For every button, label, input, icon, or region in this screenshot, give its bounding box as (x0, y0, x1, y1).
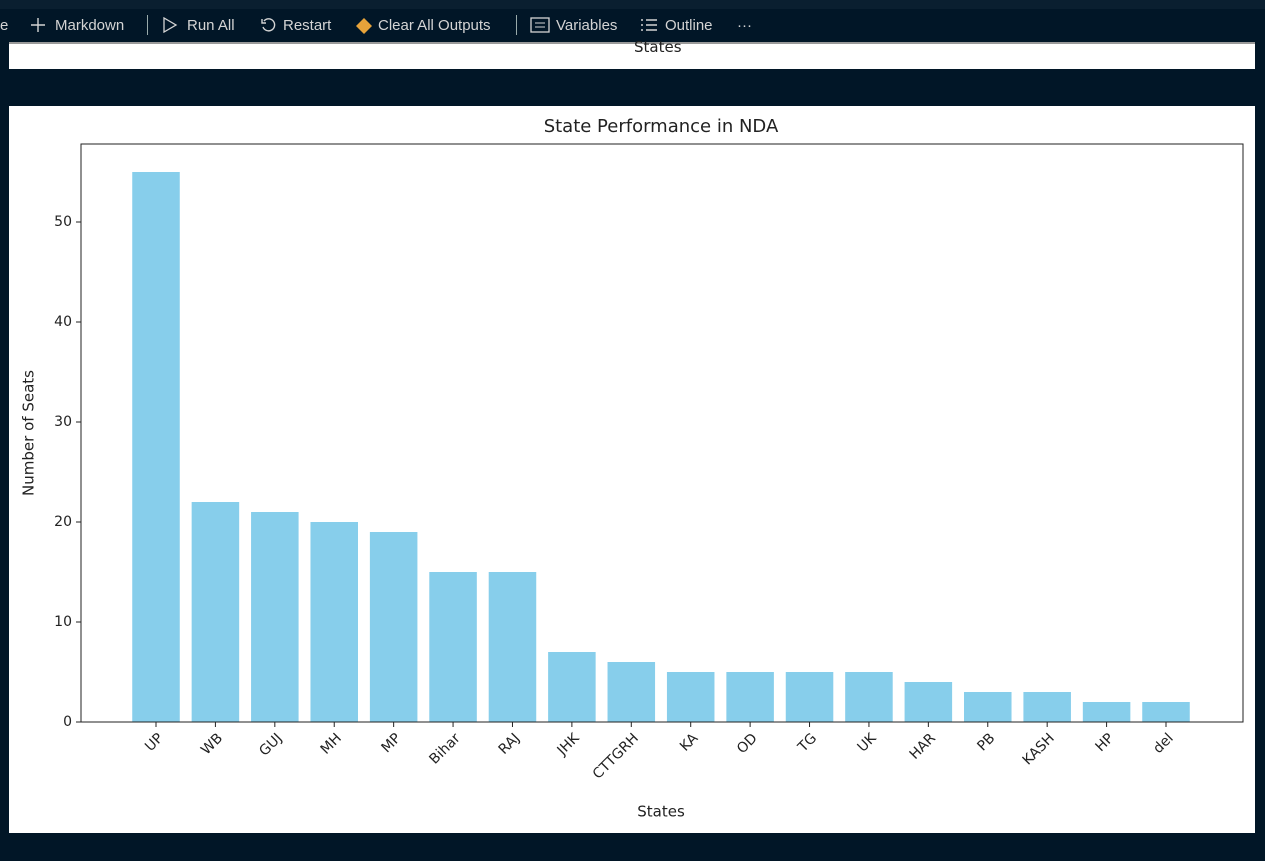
y-tick-label: 20 (54, 514, 72, 530)
bar (607, 662, 656, 722)
chart-title: State Performance in NDA (544, 116, 779, 137)
bar (132, 172, 180, 722)
chart-background (9, 106, 1255, 833)
bar (1142, 702, 1190, 722)
bar (726, 672, 774, 722)
toolbar-item[interactable]: Restart (283, 17, 332, 34)
toolbar-item[interactable]: Outline (665, 17, 713, 34)
y-tick-label: 30 (54, 414, 72, 430)
bar (251, 512, 299, 722)
outline-icon[interactable] (640, 17, 658, 33)
bar (191, 502, 240, 722)
plot-frame (80, 143, 1244, 723)
bar (548, 652, 596, 722)
separator (516, 15, 517, 35)
y-axis-label: Number of Seats (20, 370, 38, 496)
restart-icon[interactable] (260, 17, 276, 33)
run-icon[interactable] (162, 17, 178, 33)
toolbar-item[interactable]: Clear All Outputs (378, 17, 491, 34)
variables-icon[interactable] (530, 17, 550, 33)
bar (666, 672, 715, 722)
y-tick-label: 10 (54, 614, 72, 630)
bar (369, 532, 418, 722)
y-tick-label: 50 (54, 214, 72, 230)
bar (310, 522, 358, 722)
toolbar-item[interactable]: Variables (556, 17, 618, 34)
bar (785, 672, 834, 722)
toolbar-item[interactable]: Markdown (55, 17, 125, 34)
toolbar-item[interactable]: Run All (187, 17, 235, 34)
y-tick-label: 40 (54, 314, 72, 330)
bar (964, 692, 1012, 722)
previous-output: States (9, 38, 1255, 69)
bar (904, 682, 953, 722)
x-axis-label: States (634, 38, 682, 56)
toolbar: e Markdown Run All Restart Clear All Out… (0, 0, 1265, 42)
y-tick-label: 0 (63, 714, 72, 730)
separator (147, 15, 148, 35)
more-button[interactable]: ··· (737, 17, 752, 34)
bar (1082, 702, 1131, 722)
bar (1023, 692, 1071, 722)
chart: State Performance in NDA States Number o… (9, 106, 1255, 833)
bar (488, 572, 537, 722)
bar (845, 672, 893, 722)
plus-icon[interactable] (30, 17, 46, 33)
clear-icon[interactable] (355, 17, 373, 35)
toolbar-item[interactable]: e (0, 17, 9, 34)
bar (429, 572, 477, 722)
x-axis-label: States (637, 803, 685, 821)
